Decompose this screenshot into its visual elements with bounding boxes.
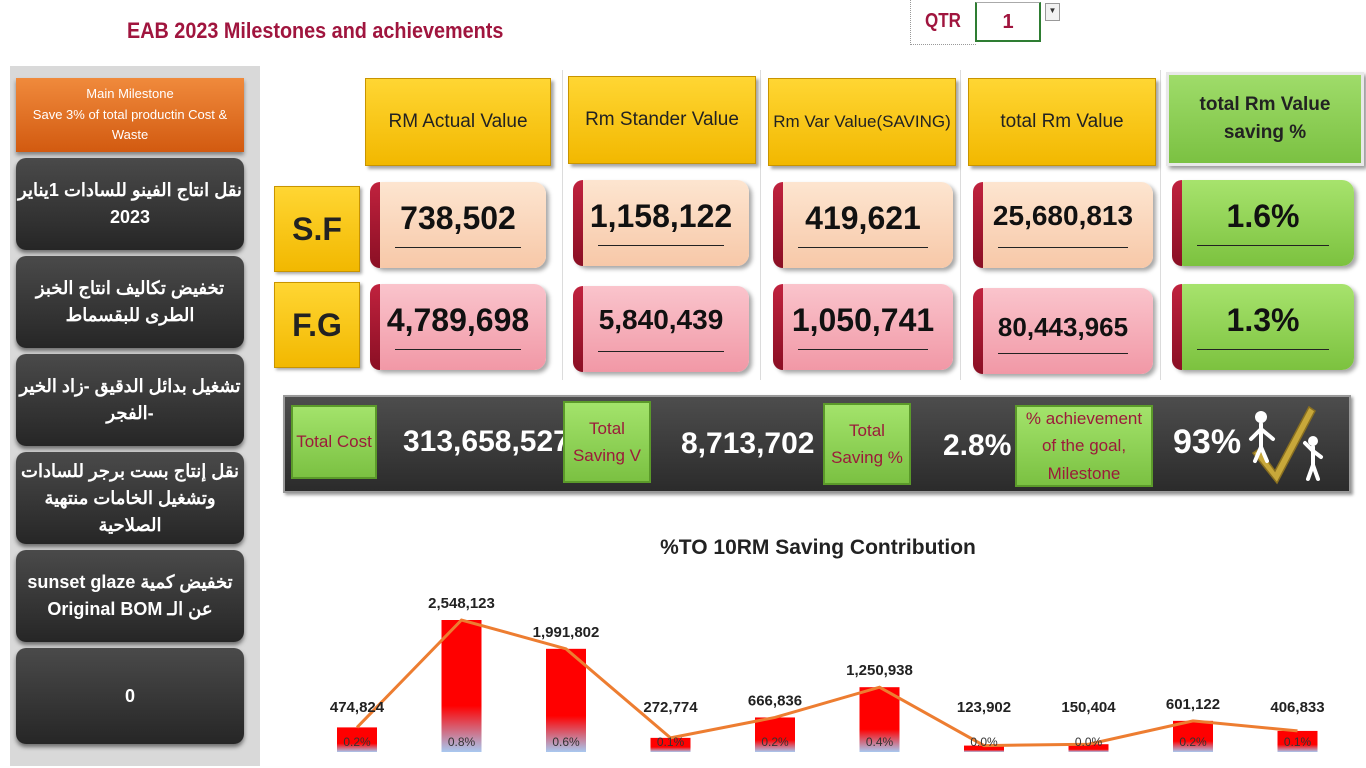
- chart-bar: [546, 648, 586, 752]
- saving-contribution-chart: %TO 10RM Saving Contribution 474,824 0.2%…: [270, 520, 1366, 768]
- chart-data-label: 1,991,802: [533, 624, 600, 641]
- sidebar-item-3[interactable]: تشغيل بدائل الدقيق -زاد الخير -الفجر: [16, 354, 244, 446]
- sidebar-item-label: نقل انتاج الفينو للسادات 1يناير 2023: [18, 180, 242, 227]
- chart-data-label: 406,833: [1270, 699, 1324, 716]
- achievement-label: % achievement of the goal, Milestone: [1015, 405, 1153, 487]
- qtr-dropdown-button[interactable]: ▼: [1045, 3, 1060, 21]
- sidebar-item-4[interactable]: نقل إنتاج بست برجر للسادات وتشغيل الخاما…: [16, 452, 244, 544]
- total-saving-v-value: 8,713,702: [681, 427, 815, 460]
- chart-bar: [1277, 730, 1318, 752]
- qtr-label: QTR: [925, 10, 961, 32]
- chart-bar: [859, 687, 900, 752]
- chart-data-label: 601,122: [1166, 696, 1220, 713]
- header-total-rm: total Rm Value: [968, 78, 1156, 166]
- main-milestone-title: Main Milestone: [86, 85, 174, 101]
- chart-data-label: 123,902: [957, 699, 1011, 716]
- chart-title: %TO 10RM Saving Contribution: [660, 536, 976, 559]
- sidebar-item-label: 0: [125, 685, 136, 706]
- sf-stander-value: 1,158,122: [573, 180, 749, 266]
- selection-outline: [910, 0, 976, 45]
- sidebar-item-2[interactable]: تخفيض تكاليف انتاج الخبز الطرى للبقسماط: [16, 256, 244, 348]
- total-saving-pct-value: 2.8%: [943, 429, 1012, 462]
- summary-bar: Total Cost 313,658,527 Total Saving V 8,…: [283, 395, 1351, 493]
- chart-bar: [1173, 720, 1213, 752]
- chart-bar: [1068, 744, 1109, 752]
- chart-data-label: 272,774: [643, 699, 698, 716]
- header-rm-var: Rm Var Value(SAVING): [768, 78, 956, 166]
- row-label-fg: F.G: [274, 282, 360, 368]
- chart-pct-label: 0.0%: [970, 735, 998, 749]
- chart-series-line: [355, 618, 1298, 748]
- chart-data-label: 2,548,123: [428, 595, 495, 612]
- chart-bar: [337, 727, 377, 752]
- sidebar-item-label: تشغيل بدائل الدقيق -زاد الخير -الفجر: [19, 376, 241, 423]
- sf-var-value: 419,621: [773, 182, 953, 268]
- chart-pct-label: 0.1%: [1284, 735, 1312, 749]
- fg-stander-value: 5,840,439: [573, 286, 749, 372]
- total-saving-pct-label: Total Saving %: [823, 403, 911, 485]
- row-label-sf: S.F: [274, 186, 360, 272]
- chart-data-label: 1,250,938: [846, 662, 913, 679]
- sf-saving-pct: 1.6%: [1172, 180, 1354, 266]
- sf-actual-value: 738,502: [370, 182, 546, 268]
- header-rm-stander: Rm Stander Value: [568, 76, 756, 164]
- chart-data-label: 474,824: [330, 699, 385, 716]
- sidebar: Main Milestone Save 3% of total producti…: [10, 66, 260, 766]
- sidebar-item-1[interactable]: نقل انتاج الفينو للسادات 1يناير 2023: [16, 158, 244, 250]
- fg-actual-value: 4,789,698: [370, 284, 546, 370]
- total-saving-v-label: Total Saving V: [563, 401, 651, 483]
- sf-total-value: 25,680,813: [973, 182, 1153, 268]
- chart-bar: [650, 737, 691, 752]
- chart-pct-label: 0.1%: [657, 735, 685, 749]
- total-cost-label: Total Cost: [291, 405, 377, 479]
- fg-var-value: 1,050,741: [773, 284, 953, 370]
- chart-pct-label: 0.2%: [343, 735, 371, 749]
- chevron-down-icon: ▼: [1048, 6, 1057, 15]
- sidebar-item-label: نقل إنتاج بست برجر للسادات وتشغيل الخاما…: [21, 460, 239, 535]
- qtr-input[interactable]: 1: [975, 2, 1041, 42]
- grid-divider: [562, 70, 563, 380]
- chart-bar: [755, 717, 795, 752]
- achievement-value: 93%: [1173, 423, 1242, 461]
- fg-total-value: 80,443,965: [973, 288, 1153, 374]
- sidebar-item-6[interactable]: 0: [16, 648, 244, 744]
- header-total-saving-pct: total Rm Value saving %: [1166, 72, 1364, 166]
- fg-saving-pct: 1.3%: [1172, 284, 1354, 370]
- grid-divider: [960, 70, 961, 380]
- chart-pct-label: 0.2%: [761, 735, 789, 749]
- chart-bar: [964, 745, 1004, 752]
- grid-divider: [760, 70, 761, 380]
- checkmark-people-icon: [1249, 405, 1323, 485]
- main-milestone-subtitle: Save 3% of total productin Cost & Waste: [32, 106, 228, 143]
- page-title: EAB 2023 Milestones and achievements: [127, 18, 504, 43]
- chart-data-label: 666,836: [748, 692, 802, 709]
- sidebar-item-label: تخفيض كمية sunset glaze عن الـ Original …: [27, 572, 233, 619]
- chart-pct-label: 0.6%: [552, 735, 580, 749]
- sidebar-item-5[interactable]: تخفيض كمية sunset glaze عن الـ Original …: [16, 550, 244, 642]
- grid-divider: [1160, 70, 1161, 380]
- chart-pct-label: 0.4%: [866, 735, 894, 749]
- chart-data-label: 150,404: [1061, 699, 1116, 716]
- header-rm-actual: RM Actual Value: [365, 78, 551, 166]
- chart-pct-label: 0.8%: [448, 735, 476, 749]
- chart-pct-label: 0.2%: [1179, 735, 1207, 749]
- main-milestone-button[interactable]: Main Milestone Save 3% of total producti…: [16, 78, 244, 152]
- chart-pct-label: 0.0%: [1075, 735, 1103, 749]
- sidebar-item-label: تخفيض تكاليف انتاج الخبز الطرى للبقسماط: [35, 278, 225, 325]
- total-cost-value: 313,658,527: [403, 425, 570, 458]
- chart-bar: [441, 620, 482, 752]
- chart-plot: 474,824 0.2% 2,548,123 0.8% 1,991,802 0.6% 272…: [330, 595, 1325, 752]
